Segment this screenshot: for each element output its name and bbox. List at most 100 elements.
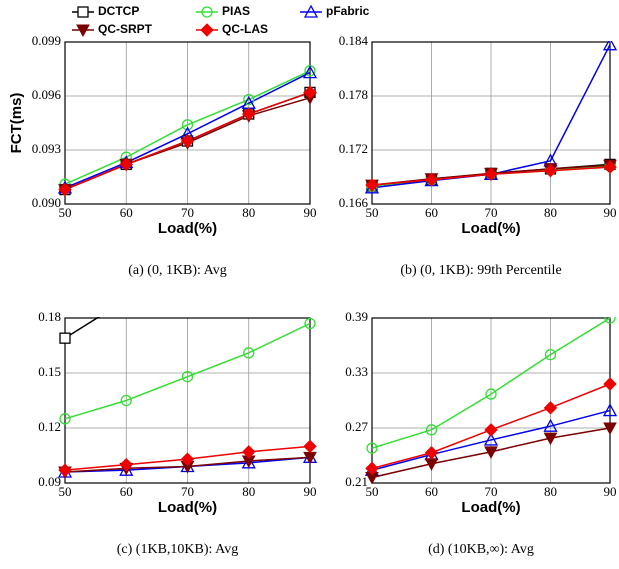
plot: [58, 221, 317, 480]
subplot: 0.09 0.12 0.15 0.18 50 60 70 80 90 Load(%) (c) (1K…: [38, 221, 317, 557]
marker: [59, 332, 71, 344]
x-tick-label: 50: [59, 205, 72, 220]
x-tick-label: 70: [181, 484, 194, 499]
y-tick-label: 0.18: [38, 309, 61, 324]
marker: [243, 93, 255, 106]
legend-label: PIAS: [222, 4, 250, 18]
caption: (c) (1KB,10KB): Avg: [117, 542, 238, 557]
y-tick-label: 0.099: [32, 33, 61, 48]
y-tick-label: 0.166: [339, 195, 369, 210]
marker: [59, 413, 71, 425]
marker: [483, 432, 499, 446]
x-tick-label: 50: [366, 205, 379, 220]
marker: [303, 4, 319, 18]
y-axis-label: FCT(ms): [8, 93, 25, 154]
y-tick-label: 0.096: [32, 87, 62, 102]
marker: [58, 182, 72, 197]
y-tick-label: 0.184: [339, 33, 369, 48]
marker: [543, 401, 558, 415]
marker: [602, 41, 617, 51]
y-tick-label: 0.09: [38, 474, 61, 489]
marker: [180, 452, 195, 466]
y-tick-label: 0.12: [38, 419, 61, 434]
marker: [543, 163, 558, 178]
plot-frame: [371, 317, 611, 484]
legend-entry: pFabric: [300, 4, 370, 18]
y-tick-label: 0.090: [32, 195, 61, 210]
marker: [602, 403, 617, 417]
marker: [121, 295, 131, 305]
y-tick-label: 0.093: [32, 141, 61, 156]
marker: [603, 377, 617, 391]
caption: (d) (10KB,∞): Avg: [428, 542, 534, 557]
marker: [201, 6, 213, 18]
x-axis-label: Load(%): [158, 220, 217, 237]
x-tick-label: 80: [242, 484, 255, 499]
marker: [424, 172, 439, 187]
marker: [485, 388, 497, 400]
x-tick-label: 90: [304, 484, 317, 499]
x-tick-label: 70: [181, 205, 194, 220]
marker: [242, 445, 256, 459]
marker: [544, 349, 557, 361]
legend-label: DCTCP: [98, 4, 139, 18]
marker: [119, 457, 133, 472]
marker: [303, 85, 317, 100]
legend-label: QC-LAS: [222, 22, 268, 36]
marker: [181, 371, 194, 383]
caption: (b) (0, 1KB): 99th Percentile: [400, 263, 561, 278]
y-tick-label: 0.15: [38, 364, 61, 379]
x-tick-label: 90: [604, 205, 617, 220]
marker: [604, 317, 616, 324]
marker: [77, 6, 89, 18]
plot: [365, 41, 617, 194]
x-tick-label: 60: [425, 205, 438, 220]
x-tick-label: 80: [544, 484, 557, 499]
legend-entry: PIAS: [196, 4, 250, 18]
x-tick-label: 70: [485, 484, 498, 499]
plot: [365, 317, 617, 484]
y-tick-label: 0.39: [345, 309, 368, 324]
series-line: [371, 317, 611, 449]
series-line: [371, 409, 611, 471]
marker: [244, 221, 254, 231]
caption: (a) (0, 1KB): Avg: [128, 263, 227, 278]
marker: [180, 134, 195, 148]
x-tick-label: 90: [604, 484, 617, 499]
marker: [365, 461, 379, 476]
series-line: [64, 322, 311, 420]
marker: [303, 439, 317, 454]
marker: [425, 424, 438, 436]
marker: [603, 422, 617, 436]
legend-entry: QC-LAS: [196, 22, 268, 37]
x-tick-label: 50: [366, 484, 379, 499]
x-tick-label: 50: [59, 484, 72, 499]
marker: [200, 23, 214, 37]
marker: [304, 317, 316, 330]
marker: [543, 432, 558, 446]
plot-frame: [371, 41, 611, 205]
subplot: 0.166 0.172 0.178 0.184 50 60 70 80 90 Load(%) (b)…: [339, 33, 617, 278]
plot-frame: [64, 317, 311, 484]
legend-entry: DCTCP: [72, 4, 139, 18]
x-tick-label: 70: [485, 205, 498, 220]
y-tick-label: 0.27: [345, 419, 368, 434]
marker: [58, 463, 72, 477]
x-axis-label: Load(%): [461, 220, 520, 237]
y-tick-label: 0.172: [339, 141, 368, 156]
x-axis-label: Load(%): [158, 499, 217, 516]
x-tick-label: 60: [120, 484, 133, 499]
legend-label: pFabric: [326, 4, 370, 18]
marker: [603, 160, 617, 174]
marker: [120, 394, 132, 407]
marker: [424, 446, 439, 460]
subplot: 0.21 0.27 0.33 0.39 50 60 70 80 90 Load(%) (d) (10…: [345, 309, 617, 557]
marker: [366, 442, 378, 454]
legend-entry: QC-SRPT: [72, 22, 153, 38]
plot: [58, 65, 317, 197]
marker: [76, 24, 90, 38]
marker: [119, 157, 133, 172]
x-tick-label: 80: [242, 205, 255, 220]
marker: [484, 167, 498, 182]
